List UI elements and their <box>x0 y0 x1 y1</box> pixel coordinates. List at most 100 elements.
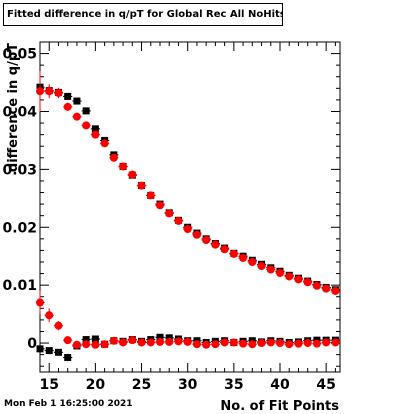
data-point <box>165 209 174 218</box>
data-point <box>312 281 321 290</box>
data-point <box>239 339 248 348</box>
data-point <box>156 333 164 341</box>
y-tick-label: 0.04 <box>2 104 37 120</box>
data-point <box>54 321 63 330</box>
data-point <box>82 340 91 349</box>
data-point <box>276 269 284 277</box>
y-tick-label: 0.02 <box>2 220 37 236</box>
data-point <box>64 92 72 100</box>
data-point <box>192 340 201 349</box>
x-tick-label: 20 <box>86 377 106 393</box>
data-point <box>266 338 275 347</box>
data-point <box>36 87 44 96</box>
series-3 <box>36 290 340 349</box>
data-point <box>82 107 90 115</box>
data-point <box>211 240 220 249</box>
data-point <box>165 334 173 342</box>
data-point <box>285 340 294 349</box>
data-point <box>72 340 81 349</box>
data-point <box>211 340 220 349</box>
x-tick-label: 25 <box>132 377 151 393</box>
data-point <box>63 336 72 345</box>
data-point <box>45 347 53 355</box>
data-point <box>331 338 340 347</box>
data-point <box>100 340 109 349</box>
data-point <box>45 311 54 320</box>
data-point <box>91 335 99 343</box>
data-point <box>266 265 275 274</box>
y-tick-label: 0.01 <box>2 278 37 294</box>
data-point <box>146 338 155 347</box>
data-point <box>294 275 303 284</box>
y-tick-label: 0.05 <box>2 47 37 63</box>
x-tick-label: 30 <box>178 377 198 393</box>
data-point <box>239 253 248 262</box>
data-point <box>248 258 257 266</box>
plot-frame <box>39 41 341 373</box>
data-point <box>119 162 128 171</box>
data-point <box>54 88 63 97</box>
data-point <box>91 340 100 349</box>
axis-tick-labels: 15 20 25 30 35 40 45 0 0.01 0.02 0.03 0.04 0.05 <box>2 47 335 393</box>
series-1 <box>36 70 340 295</box>
data-point <box>165 337 174 346</box>
data-point <box>45 87 54 96</box>
data-point <box>303 339 312 348</box>
chart-title: Fitted difference in q/pT for Global Rec… <box>3 3 283 26</box>
data-point <box>156 337 164 346</box>
data-point <box>312 339 321 348</box>
data-point <box>248 340 257 349</box>
data-point <box>64 354 72 362</box>
data-point <box>174 216 183 225</box>
data-point <box>229 249 238 258</box>
data-point <box>82 121 91 130</box>
x-tick-label: 40 <box>270 377 290 393</box>
data-point <box>146 191 155 200</box>
data-point <box>276 339 284 348</box>
data-point <box>100 139 109 148</box>
data-point <box>257 339 266 348</box>
data-point <box>294 339 303 348</box>
data-point <box>72 112 81 121</box>
data-series <box>36 70 340 362</box>
data-point <box>322 338 331 347</box>
data-point <box>229 338 238 347</box>
timestamp: Mon Feb 1 16:25:00 2021 <box>4 399 133 409</box>
data-point <box>119 338 128 347</box>
data-point <box>156 201 164 210</box>
data-point <box>303 278 312 287</box>
data-point <box>220 245 229 254</box>
y-tick-label: 0.03 <box>2 162 37 178</box>
data-point <box>183 337 192 346</box>
data-point <box>91 125 99 133</box>
data-point <box>128 170 137 179</box>
x-tick-label: 35 <box>224 377 243 393</box>
x-tick-label: 15 <box>39 377 58 393</box>
data-point <box>82 336 90 344</box>
data-point <box>331 286 340 295</box>
data-point <box>36 298 44 307</box>
data-point <box>257 262 266 271</box>
data-point <box>202 340 211 349</box>
data-point <box>174 337 183 346</box>
data-point <box>73 97 81 105</box>
y-axis-label: difference in q/pT <box>6 43 21 172</box>
data-point <box>91 130 100 139</box>
y-tick-label: 0 <box>27 336 37 352</box>
x-axis-label: No. of Fit Points <box>220 399 339 414</box>
data-point <box>192 230 201 239</box>
data-point <box>109 153 118 162</box>
x-tick-label: 45 <box>316 377 335 393</box>
data-point <box>63 102 72 111</box>
data-point <box>202 236 211 244</box>
data-point <box>128 336 137 345</box>
data-point <box>285 272 294 281</box>
data-point <box>36 345 44 353</box>
data-point <box>322 284 331 293</box>
data-point <box>137 338 146 347</box>
data-point <box>183 225 192 233</box>
data-point <box>220 338 229 347</box>
data-point <box>54 348 62 356</box>
data-point <box>109 336 118 345</box>
